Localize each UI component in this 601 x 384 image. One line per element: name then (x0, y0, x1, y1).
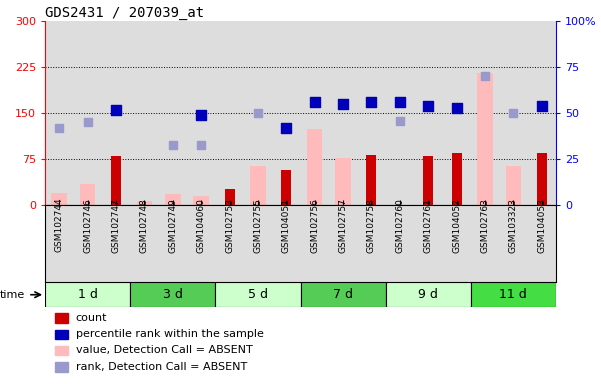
Point (338, 101, 348, 107)
Bar (55, 330, 68, 339)
Bar (537, 153, 547, 205)
Bar (215, 282, 300, 307)
Point (395, 118, 404, 124)
Bar (505, 166, 521, 205)
Text: 7 d: 7 d (333, 288, 353, 301)
Text: 9 d: 9 d (418, 288, 438, 301)
Bar (130, 282, 215, 307)
Point (111, 106, 121, 113)
Text: 5 d: 5 d (248, 288, 268, 301)
Bar (165, 194, 180, 205)
Bar (477, 73, 493, 205)
Bar (423, 156, 433, 205)
Text: value, Detection Call = ABSENT: value, Detection Call = ABSENT (76, 345, 252, 355)
Bar (55, 313, 68, 323)
Text: 3 d: 3 d (163, 288, 183, 301)
Point (281, 125, 291, 131)
Point (395, 99, 404, 105)
Point (168, 142, 178, 148)
Point (83, 119, 93, 126)
Bar (471, 282, 556, 307)
Point (480, 73, 490, 79)
Point (367, 99, 376, 105)
Bar (335, 158, 351, 205)
Bar (281, 170, 291, 205)
Bar (451, 153, 462, 205)
Text: percentile rank within the sample: percentile rank within the sample (76, 329, 264, 339)
Text: 11 d: 11 d (499, 288, 527, 301)
Bar (386, 282, 471, 307)
Bar (55, 362, 68, 372)
Text: GDS2431 / 207039_at: GDS2431 / 207039_at (45, 6, 204, 20)
Bar (300, 282, 386, 307)
Point (197, 112, 206, 118)
Bar (111, 156, 121, 205)
Bar (55, 346, 68, 355)
Bar (52, 193, 67, 205)
Bar (307, 129, 323, 205)
Point (310, 99, 320, 105)
Bar (80, 184, 96, 205)
Point (537, 103, 546, 109)
Bar (136, 200, 152, 205)
Bar (225, 189, 234, 205)
Bar (250, 166, 266, 205)
Point (452, 105, 462, 111)
Point (424, 103, 433, 109)
Point (55, 125, 64, 131)
Bar (194, 196, 209, 205)
Text: count: count (76, 313, 107, 323)
Bar (45, 282, 130, 307)
Bar (367, 155, 376, 205)
Text: 1 d: 1 d (78, 288, 97, 301)
Text: time: time (0, 290, 25, 300)
Point (197, 142, 206, 148)
Point (508, 110, 518, 116)
Text: rank, Detection Call = ABSENT: rank, Detection Call = ABSENT (76, 362, 247, 372)
Point (253, 110, 263, 116)
